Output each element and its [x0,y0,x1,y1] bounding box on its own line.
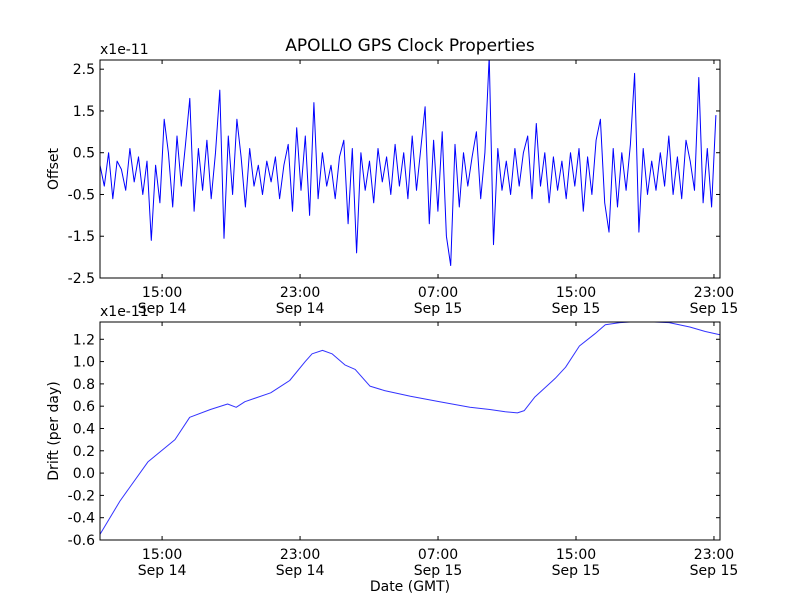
y-axis-label: Offset [46,147,62,190]
x-tick-label-date: Sep 15 [414,301,463,317]
x-tick-label-date: Sep 15 [414,563,463,579]
x-tick-label-time: 23:00 [694,547,734,563]
y-tick-label: -0.2 [68,488,95,504]
x-tick-label-date: Sep 15 [552,563,601,579]
y-tick-label: 0.6 [73,399,95,415]
x-axis-label: Date (GMT) [370,579,450,595]
x-tick-label-time: 15:00 [142,285,182,301]
y-tick-label: -2.5 [68,271,95,287]
x-tick-label-time: 15:00 [142,547,182,563]
y-tick-label: 1.5 [73,104,95,120]
axis-offset-text: x1e-11 [100,304,149,320]
y-tick-label: -0.6 [68,533,95,549]
y-axis-label: Drift (per day) [46,381,62,480]
series-line-drift [100,322,720,535]
y-tick-label: 1.0 [73,355,95,371]
x-tick-label-time: 07:00 [418,547,458,563]
y-tick-label: 2.5 [73,62,95,78]
y-tick-label: -0.5 [68,187,95,203]
x-tick-label-time: 23:00 [280,285,320,301]
y-tick-label: 0.4 [73,421,95,437]
axes-drift: -0.6-0.4-0.20.00.20.40.60.81.01.215:00Se… [46,304,738,579]
y-tick-label: 0.2 [73,444,95,460]
y-tick-label: 0.8 [73,377,95,393]
axes-frame [99,59,721,279]
x-tick-label-date: Sep 14 [138,301,187,317]
axes-frame [99,321,721,541]
y-tick-label: -0.4 [68,511,95,527]
x-tick-label-time: 23:00 [694,285,734,301]
y-tick-label: -1.5 [68,229,95,245]
y-tick-label: 0.5 [73,146,95,162]
x-tick-label-time: 15:00 [556,285,596,301]
chart-title: APOLLO GPS Clock Properties [285,36,535,56]
x-tick-label-date: Sep 15 [552,301,601,317]
x-tick-label-date: Sep 15 [690,563,739,579]
x-tick-label-date: Sep 14 [276,563,325,579]
x-tick-label-time: 07:00 [418,285,458,301]
x-tick-label-time: 23:00 [280,547,320,563]
series-line-offset [100,60,717,266]
axis-offset-text: x1e-11 [100,42,149,58]
y-tick-label: 1.2 [73,332,95,348]
y-tick-label: 0.0 [73,466,95,482]
x-tick-label-date: Sep 15 [690,301,739,317]
x-tick-label-time: 15:00 [556,547,596,563]
x-tick-label-date: Sep 14 [276,301,325,317]
x-tick-label-date: Sep 14 [138,563,187,579]
